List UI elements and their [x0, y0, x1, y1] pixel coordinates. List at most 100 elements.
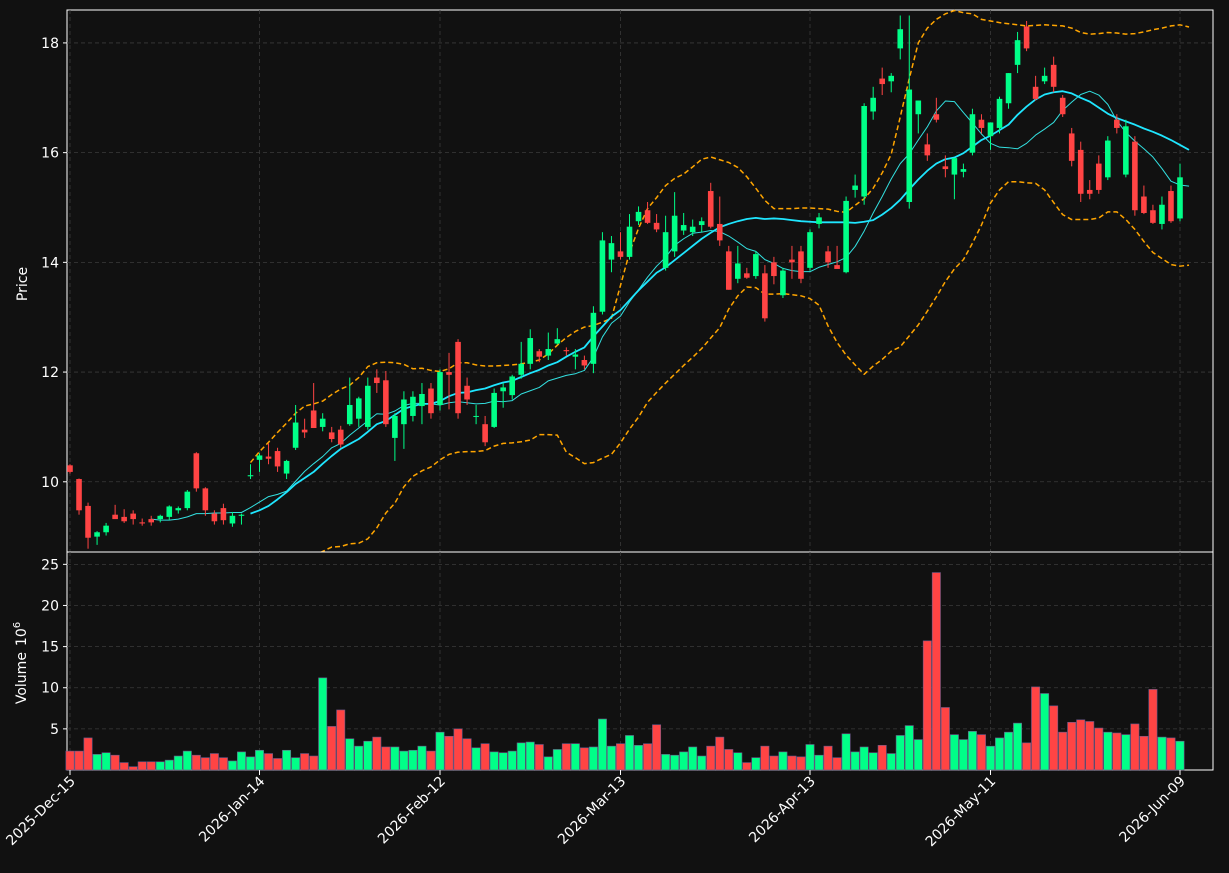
candle-body: [500, 387, 506, 392]
candle-body: [671, 215, 678, 252]
candle-body: [978, 119, 985, 128]
volume-bar: [895, 735, 905, 771]
volume-bar: [354, 745, 364, 771]
candle-body: [906, 89, 913, 203]
candle-body: [410, 396, 416, 416]
price-axis-label: Price: [15, 267, 31, 301]
volume-bar: [417, 745, 427, 771]
volume-bar: [805, 744, 815, 771]
volume-bar: [570, 743, 580, 771]
volume-bar: [309, 755, 319, 771]
price-tick-label: 14: [41, 255, 59, 271]
candle-body: [292, 422, 299, 448]
candle-body: [238, 514, 245, 516]
candle-body: [870, 97, 876, 112]
volume-axis-label-text: Volume: [14, 652, 30, 704]
volume-bar: [1085, 721, 1095, 771]
candle-body: [103, 525, 109, 533]
volume-bar: [814, 754, 824, 771]
volume-bar: [643, 743, 653, 771]
volume-bar: [733, 752, 743, 771]
volume-bar: [986, 745, 995, 771]
candle-body: [1059, 97, 1066, 115]
candle-body: [157, 515, 164, 520]
volume-bar: [597, 718, 607, 771]
candle-body: [599, 240, 606, 312]
candle-body: [834, 265, 840, 269]
candle-body: [626, 226, 633, 257]
volume-bar: [498, 752, 508, 771]
bollinger-bands: [249, 9, 1190, 558]
candle-body: [1114, 119, 1120, 128]
candle-body: [653, 222, 660, 230]
moving-average-fast-line: [151, 90, 1190, 521]
candle-body: [148, 519, 155, 523]
volume-bars: [65, 572, 1185, 771]
volume-bar: [1130, 723, 1140, 771]
candle-body: [1141, 196, 1147, 213]
candle-body: [888, 75, 895, 82]
volume-bar: [661, 754, 671, 771]
candle-body: [256, 455, 263, 460]
volume-axis-exponent-base: 10: [14, 628, 30, 646]
candle-body: [933, 114, 940, 120]
volume-tick-label: 20: [41, 598, 59, 614]
volume-bar: [273, 758, 283, 771]
candle-body: [1068, 133, 1075, 161]
candle-body: [328, 432, 335, 439]
volume-bar: [1040, 693, 1050, 771]
volume-bar: [426, 750, 436, 771]
volume-bar: [742, 762, 752, 771]
candle-body: [139, 522, 145, 524]
candle-body: [85, 505, 91, 538]
volume-bar: [300, 753, 310, 771]
candle-body: [455, 341, 461, 414]
volume-bar: [1004, 731, 1013, 771]
volume-bar: [191, 754, 201, 771]
bollinger-upper-line: [249, 9, 1190, 464]
volume-bar: [83, 737, 93, 771]
candle-body: [608, 243, 615, 260]
candle-body: [473, 415, 479, 417]
candle-body: [707, 191, 714, 227]
volume-bar: [146, 761, 156, 771]
volume-bar: [1094, 727, 1104, 771]
candle-body: [446, 372, 452, 375]
candle-body: [355, 398, 362, 419]
candle-body: [852, 185, 858, 190]
volume-bar: [246, 756, 255, 771]
volume-bar: [706, 745, 716, 771]
volume-bar: [967, 731, 977, 771]
volume-bar: [336, 709, 346, 771]
volume-bar: [579, 747, 589, 771]
volume-bar: [327, 726, 337, 771]
volume-bar: [101, 752, 111, 771]
price-tick-label: 10: [41, 475, 59, 491]
volume-bar: [949, 734, 959, 771]
volume-bar: [778, 751, 788, 771]
volume-bar: [1175, 740, 1185, 771]
volume-bar: [110, 754, 120, 771]
candle-body: [1023, 26, 1030, 49]
candle-body: [229, 515, 236, 524]
volume-bar: [679, 751, 689, 771]
candle-body: [689, 226, 696, 233]
volume-bar: [137, 761, 147, 771]
candle-body: [1168, 191, 1174, 222]
volume-bar: [173, 755, 183, 771]
volume-bar: [868, 752, 878, 771]
candle-body: [1177, 177, 1183, 219]
candle-body: [545, 349, 552, 356]
volume-bar: [119, 762, 129, 771]
volume-bar: [435, 731, 445, 771]
volume-bar: [995, 737, 1004, 771]
volume-bar: [796, 756, 806, 771]
volume-tick-label: 25: [41, 557, 59, 573]
candle-body: [1032, 86, 1039, 99]
volume-bar: [507, 750, 517, 771]
candle-body: [166, 506, 173, 517]
candle-body: [419, 394, 425, 407]
candle-body: [644, 210, 651, 223]
volume-tick-label: 15: [41, 640, 59, 656]
